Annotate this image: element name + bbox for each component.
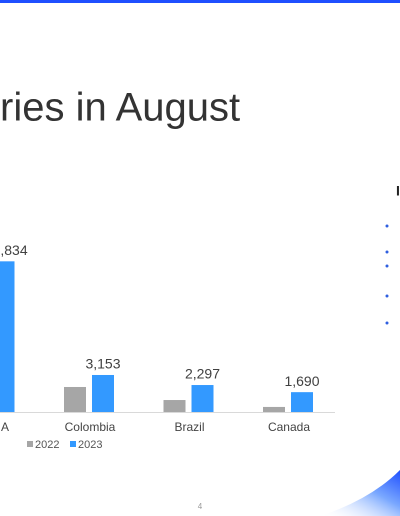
- bar: [263, 406, 285, 412]
- bullet: [385, 264, 389, 268]
- bar: [64, 386, 86, 412]
- legend-swatch: [70, 441, 76, 447]
- slide-title: ries in August: [0, 86, 240, 130]
- bullet: [385, 250, 389, 254]
- bar: [291, 392, 313, 412]
- bar: [163, 400, 186, 412]
- x-tick-label: Colombia: [65, 420, 116, 434]
- side-heading: I: [396, 183, 400, 199]
- data-label: ,834: [0, 242, 27, 258]
- page-number: 4: [198, 502, 203, 511]
- legend-label: 2023: [78, 439, 102, 451]
- bullet: [385, 294, 389, 298]
- data-label: 1,690: [284, 373, 319, 389]
- x-tick-label: A: [1, 420, 9, 434]
- bullets: [385, 224, 389, 325]
- bullet: [385, 224, 389, 228]
- legend-label: 2022: [35, 439, 59, 451]
- data-label: 2,297: [185, 366, 220, 382]
- data-label: 3,153: [85, 356, 120, 372]
- corner-decoration: [320, 470, 400, 516]
- bullet: [385, 321, 389, 325]
- bar: [92, 374, 114, 412]
- top-rule: [0, 0, 400, 3]
- bar: [0, 261, 15, 412]
- x-tick-label: Brazil: [174, 420, 204, 434]
- legend-swatch: [27, 441, 33, 447]
- bar: [191, 385, 214, 412]
- x-tick-label: Canada: [268, 420, 310, 434]
